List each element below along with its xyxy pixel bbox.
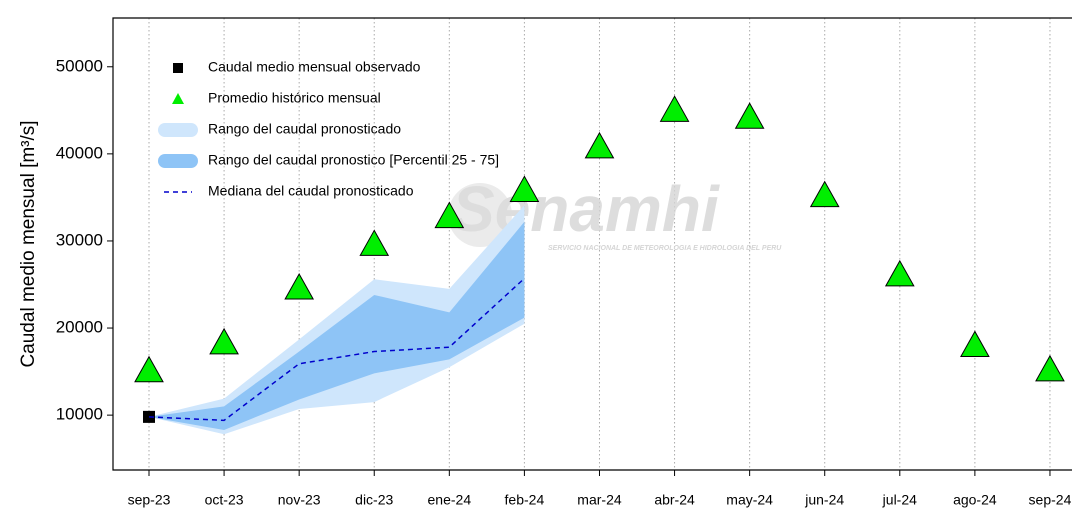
triangle-marker: [284, 272, 315, 300]
legend-label: Caudal medio mensual observado: [208, 59, 421, 75]
legend-swatch: [158, 123, 198, 137]
x-tick-label: ago-24: [953, 492, 997, 508]
triangle-marker: [659, 95, 690, 122]
legend-swatch: [173, 63, 183, 73]
watermark-sub: SERVICIO NACIONAL DE METEOROLOGIA E HIDR…: [548, 245, 782, 252]
y-tick-label: 30000: [56, 230, 103, 249]
legend-swatch: [172, 93, 184, 104]
x-tick-label: jun-24: [804, 492, 844, 508]
triangle-marker: [1035, 354, 1065, 382]
median-line: [148, 277, 525, 422]
y-tick-label: 50000: [56, 56, 103, 75]
triangle-marker: [209, 327, 239, 355]
triangle-marker: [509, 175, 540, 202]
triangle-marker: [809, 180, 840, 208]
watermark-sun: [448, 183, 512, 247]
x-tick-label: abr-24: [654, 492, 695, 508]
legend-label: Mediana del caudal pronosticado: [208, 183, 414, 199]
triangle-marker: [359, 229, 390, 256]
x-tick-label: sep-23: [128, 492, 171, 508]
x-tick-label: ene-24: [428, 492, 472, 508]
y-tick-label: 10000: [56, 405, 103, 424]
x-tick-label: feb-24: [505, 492, 545, 508]
forecast-band: [149, 221, 525, 430]
y-axis-label: Caudal medio mensual [m³/s]: [18, 120, 39, 367]
triangle-marker: [884, 259, 915, 287]
legend-label: Rango del caudal pronostico [Percentil 2…: [208, 152, 499, 168]
x-tick-label: dic-23: [355, 492, 393, 508]
legend-label: Rango del caudal pronosticado: [208, 121, 401, 137]
legend-label: Promedio histórico mensual: [208, 90, 381, 106]
y-tick-label: 40000: [56, 143, 103, 162]
x-tick-label: oct-23: [205, 492, 244, 508]
triangle-marker: [584, 131, 615, 159]
y-tick-label: 20000: [56, 318, 103, 337]
legend-swatch: [158, 154, 198, 168]
x-tick-label: sep-24: [1029, 492, 1072, 508]
forecast-band: [149, 205, 525, 435]
triangle-marker: [960, 330, 990, 357]
x-tick-label: mar-24: [577, 492, 622, 508]
x-tick-label: nov-23: [278, 492, 321, 508]
x-tick-label: jul-24: [882, 492, 917, 508]
x-tick-label: may-24: [726, 492, 773, 508]
triangle-marker: [734, 102, 765, 129]
plot-frame: [112, 17, 1072, 471]
triangle-marker: [134, 355, 164, 383]
triangle-marker: [434, 201, 465, 229]
